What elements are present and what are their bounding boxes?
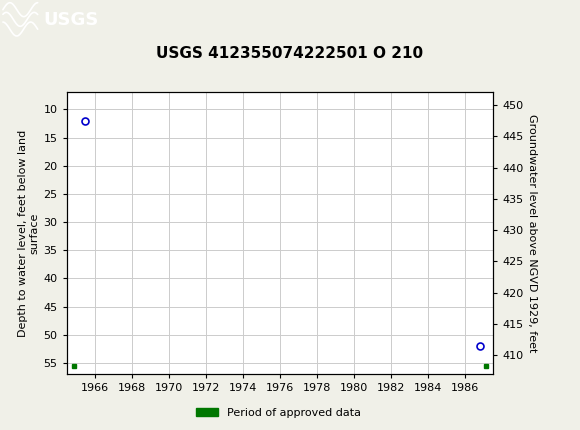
Text: USGS 412355074222501 O 210: USGS 412355074222501 O 210 bbox=[157, 46, 423, 61]
Text: USGS: USGS bbox=[44, 11, 99, 29]
Y-axis label: Depth to water level, feet below land
surface: Depth to water level, feet below land su… bbox=[18, 130, 39, 337]
Legend: Period of approved data: Period of approved data bbox=[191, 403, 365, 422]
Y-axis label: Groundwater level above NGVD 1929, feet: Groundwater level above NGVD 1929, feet bbox=[527, 114, 538, 353]
